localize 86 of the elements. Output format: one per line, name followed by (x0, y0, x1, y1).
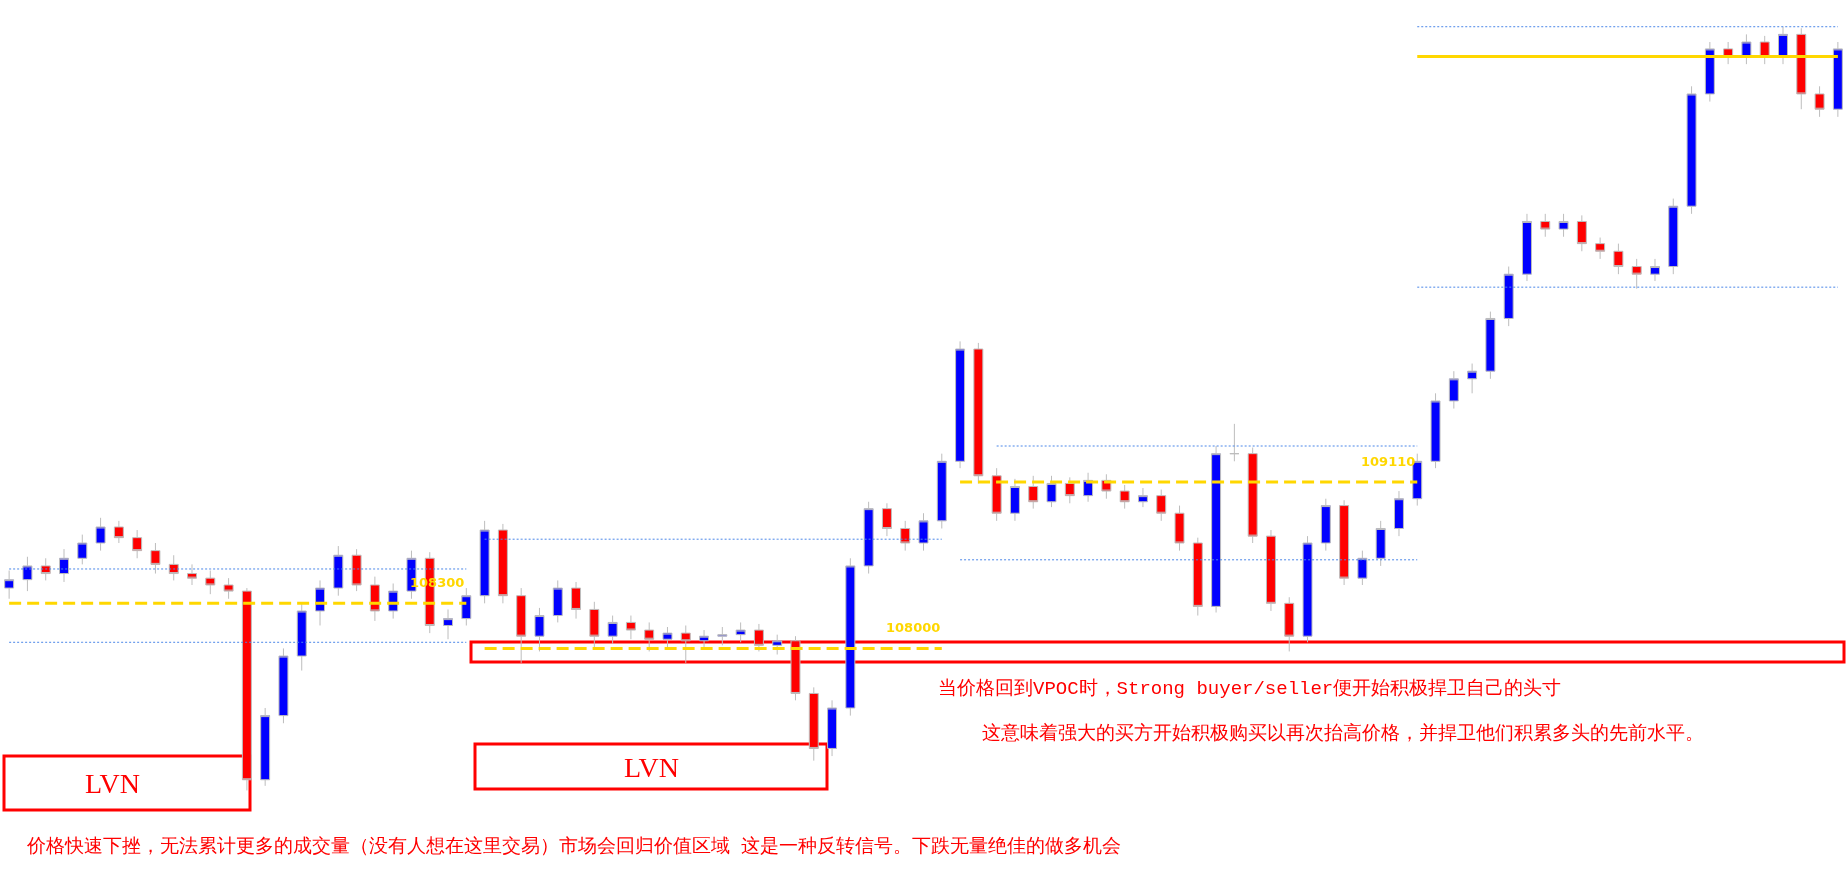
candlestick (1650, 258, 1660, 282)
candlestick (699, 629, 710, 649)
candlestick (607, 615, 618, 645)
candlestick (1467, 363, 1478, 394)
candlestick (1357, 550, 1368, 586)
candlestick (95, 517, 106, 552)
candlestick (443, 608, 454, 640)
candlestick (1339, 499, 1350, 586)
candlestick (735, 621, 746, 643)
candlestick (845, 557, 856, 717)
candlestick (1576, 214, 1587, 252)
candlestick (717, 626, 728, 646)
candlestick (918, 512, 929, 552)
candlestick (1778, 26, 1788, 65)
candlestick (1064, 476, 1075, 504)
candlestick (1156, 489, 1167, 522)
candlestick (260, 707, 271, 787)
candlestick (1430, 392, 1441, 469)
candlestick (351, 548, 362, 592)
annotation: 当价格回到VPOC时，Strong buyer/seller便开始积极捍卫自己的头寸 (938, 678, 1562, 700)
candlestick (1832, 41, 1843, 118)
candlestick (1211, 445, 1222, 613)
candlestick (1009, 478, 1020, 522)
candlestick (22, 556, 33, 592)
candlestick (1668, 198, 1679, 275)
candlestick (1192, 537, 1203, 617)
candlestick (278, 647, 289, 724)
candlestick (1521, 213, 1532, 282)
candlestick (59, 548, 69, 583)
candlestick (1704, 41, 1715, 103)
candlestick (936, 453, 947, 529)
candlestick (113, 520, 124, 544)
candlestick (497, 523, 508, 604)
candlestick (1119, 484, 1130, 510)
candlestick (863, 501, 874, 575)
candlestick (1302, 535, 1313, 643)
candlestick (223, 577, 234, 600)
candlestick (1540, 213, 1551, 238)
candlestick (1046, 475, 1057, 508)
candlestick (77, 534, 88, 565)
text: 价格快速下挫，无法累计更多的成交量（没有人想在这里交易）市场会回归价值区域 这是一种反转信号。下跌无量绝佳的做多机会 (26, 835, 1122, 858)
candlestick (827, 699, 838, 757)
candlestick (1320, 498, 1331, 552)
candlestick (1631, 258, 1642, 290)
candlestick (1503, 266, 1514, 327)
candlestick (571, 581, 582, 620)
candlestick (479, 520, 490, 604)
annotation: LVN (624, 752, 679, 783)
candlestick (1686, 85, 1697, 215)
candlestick (991, 467, 1002, 522)
candlestick (296, 602, 307, 672)
candlestick (955, 340, 966, 469)
candlestick (168, 554, 179, 581)
candlestick (1814, 85, 1825, 118)
candlestick (132, 529, 143, 559)
annotation: LVN (85, 768, 140, 799)
series-label: 109110 (1361, 454, 1416, 469)
candlestick (1796, 27, 1807, 110)
candlestick (772, 634, 783, 656)
candlestick (1613, 243, 1624, 275)
candlestick (1595, 237, 1606, 260)
candlestick (900, 520, 911, 552)
candlestick (1028, 475, 1039, 510)
candlestick (205, 570, 216, 595)
candlestick (662, 626, 673, 649)
candlestick (552, 579, 563, 623)
candlestick (1485, 311, 1496, 380)
candlestick (4, 570, 15, 600)
candlestick (150, 542, 161, 575)
candlestick (534, 607, 545, 652)
candlestick (187, 563, 197, 586)
candlestick (1247, 447, 1258, 544)
candlestick (1229, 423, 1240, 462)
annotation: 这意味着强大的买方开始积极购买以再次抬高价格，并捍卫他们积累多头的先前水平。 (982, 722, 1704, 745)
candlestick (1265, 529, 1276, 612)
candlestick (1393, 490, 1404, 537)
candlestick (1375, 520, 1386, 567)
candlestick (1558, 213, 1569, 238)
series-label: 108000 (886, 620, 941, 635)
candlestick (333, 545, 344, 597)
candlestick (461, 587, 472, 626)
candlestick (1174, 505, 1185, 552)
candlestick (1448, 370, 1459, 410)
candlestick (881, 502, 892, 537)
candlestick (1137, 487, 1148, 508)
candlestick (625, 615, 636, 640)
